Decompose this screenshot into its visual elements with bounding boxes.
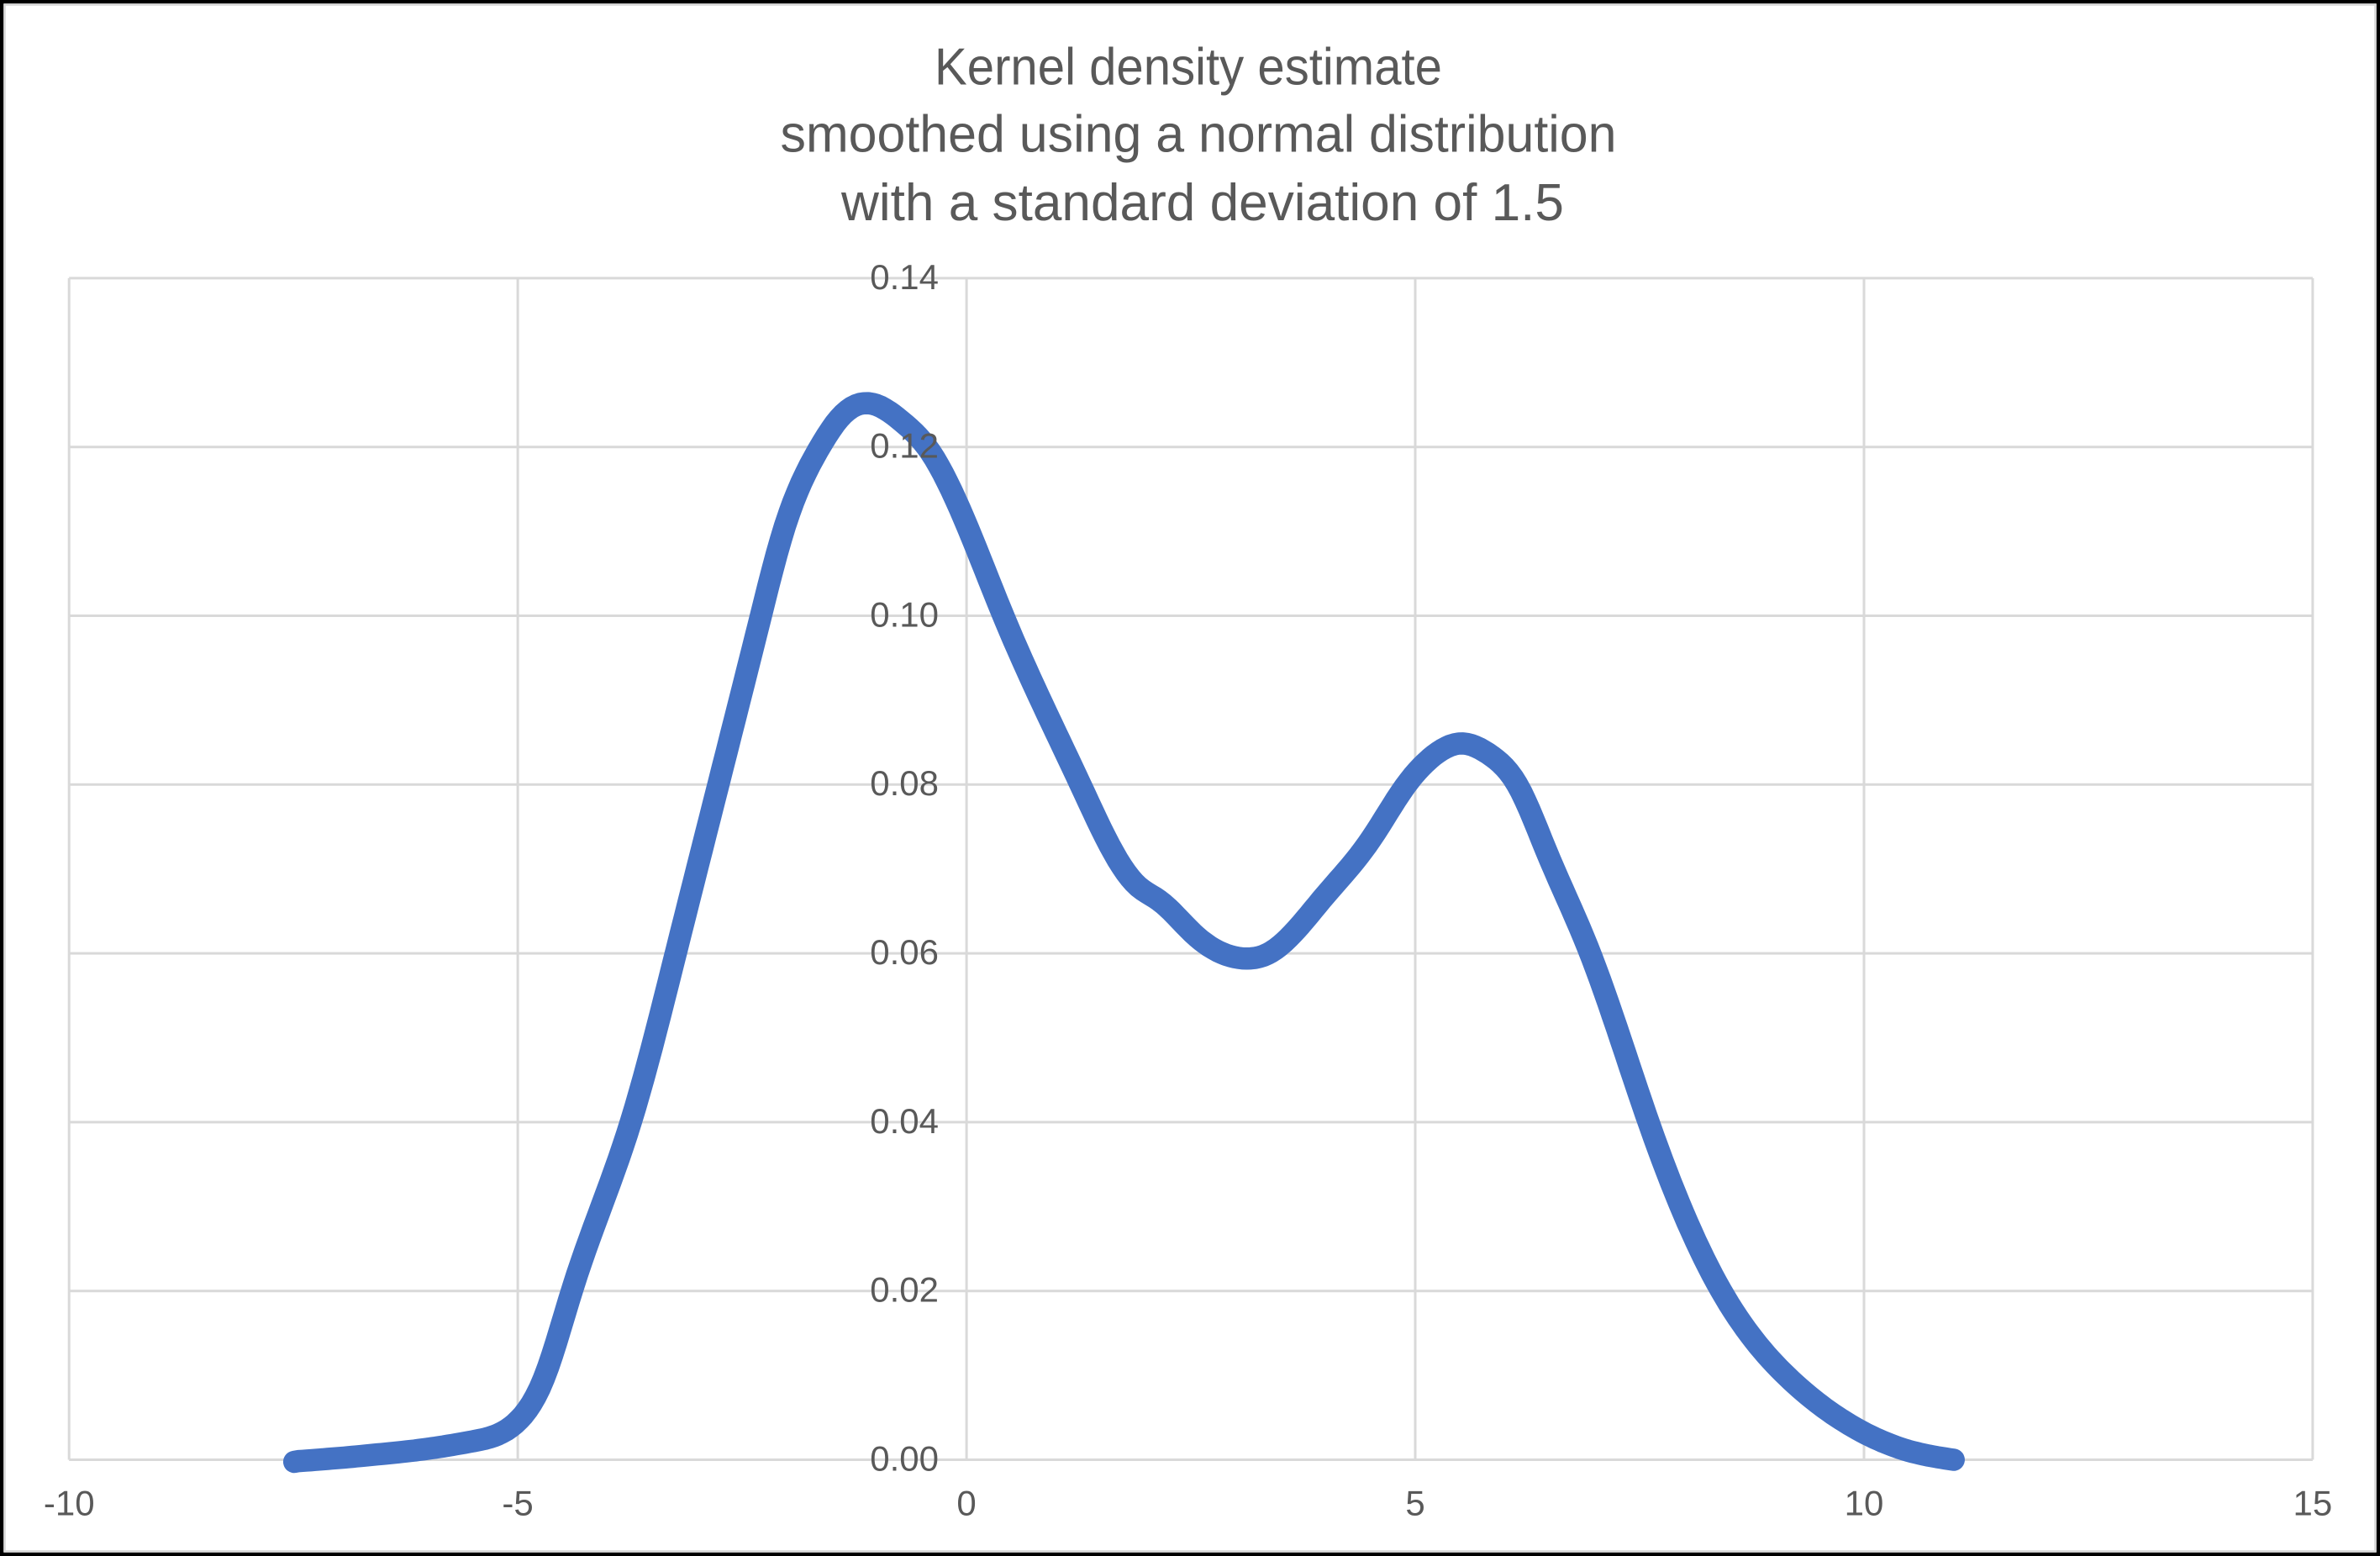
svg-text:0.14: 0.14 [870, 257, 939, 297]
svg-text:Kernel density estimate: Kernel density estimate [935, 39, 1442, 97]
svg-text:-10: -10 [44, 1484, 95, 1523]
svg-text:-5: -5 [502, 1484, 533, 1523]
svg-text:with a standard deviation of 1: with a standard deviation of 1.5 [840, 174, 1564, 232]
svg-text:0.02: 0.02 [870, 1270, 939, 1310]
svg-text:15: 15 [2293, 1484, 2333, 1523]
svg-text:0: 0 [956, 1484, 976, 1523]
svg-text:10: 10 [1845, 1484, 1884, 1523]
svg-text:0.12: 0.12 [870, 426, 939, 466]
svg-text:5: 5 [1405, 1484, 1424, 1523]
svg-text:smoothed using a normal distri: smoothed using a normal distribution [781, 106, 1617, 164]
svg-text:0.10: 0.10 [870, 594, 939, 634]
svg-text:0.00: 0.00 [870, 1438, 939, 1478]
svg-text:0.08: 0.08 [870, 763, 939, 803]
svg-text:0.06: 0.06 [870, 932, 939, 972]
svg-text:0.04: 0.04 [870, 1101, 939, 1141]
